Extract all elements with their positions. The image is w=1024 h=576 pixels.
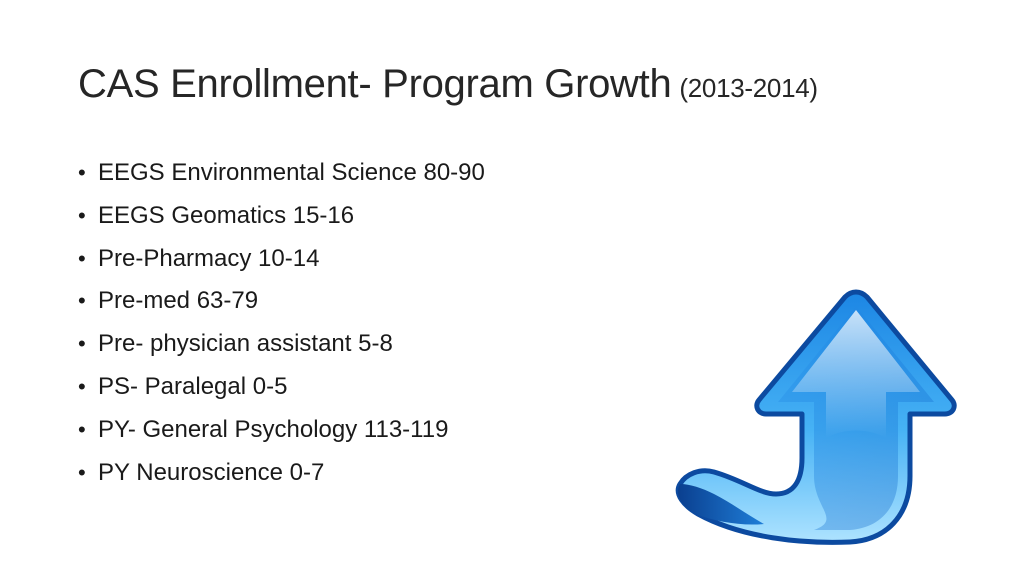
- bullet-text: Pre-med 63-79: [98, 287, 259, 315]
- bullet-item: • EEGS Geomatics 15-16: [76, 195, 485, 238]
- title-main: CAS Enrollment- Program Growth: [78, 62, 672, 106]
- bullet-text: EEGS Geomatics 15-16: [98, 201, 355, 229]
- bullet-item: • Pre- physician assistant 5-8: [76, 323, 485, 366]
- bullet-item: • PY- General Psychology 113-119: [76, 409, 485, 452]
- bullet-text: PY Neuroscience 0-7: [98, 458, 325, 486]
- bullet-text: PS- Paralegal 0-5: [98, 372, 288, 400]
- title-year-range: (2013-2014): [679, 73, 818, 103]
- arrow-highlight: [792, 310, 920, 438]
- bullet-item: • PY Neuroscience 0-7: [76, 452, 485, 495]
- bullet-dot: •: [78, 331, 86, 357]
- bullet-item: • Pre-Pharmacy 10-14: [76, 238, 485, 281]
- arrow-tail-curl: [677, 484, 764, 525]
- bullet-item: • PS- Paralegal 0-5: [76, 366, 485, 409]
- bullet-item: • Pre-med 63-79: [76, 280, 485, 323]
- bullet-text: PY- General Psychology 113-119: [98, 415, 449, 443]
- bullet-dot: •: [78, 245, 86, 271]
- up-arrow-icon: [675, 289, 957, 545]
- bullet-dot: •: [78, 373, 86, 399]
- bullet-text: Pre-Pharmacy 10-14: [98, 244, 320, 272]
- slide-title: CAS Enrollment- Program Growth (2013-2014…: [78, 56, 818, 116]
- bullet-list: • EEGS Environmental Science 80-90 • EEGS …: [76, 152, 485, 494]
- bullet-dot: •: [78, 160, 86, 185]
- bullet-dot: •: [78, 288, 86, 314]
- bullet-dot: •: [78, 416, 86, 442]
- bullet-item: • EEGS Environmental Science 80-90: [76, 152, 485, 195]
- bullet-text: EEGS Environmental Science 80-90: [98, 159, 485, 186]
- bullet-dot: •: [78, 202, 86, 228]
- bullet-text: Pre- physician assistant 5-8: [98, 330, 393, 358]
- bullet-dot: •: [78, 459, 86, 485]
